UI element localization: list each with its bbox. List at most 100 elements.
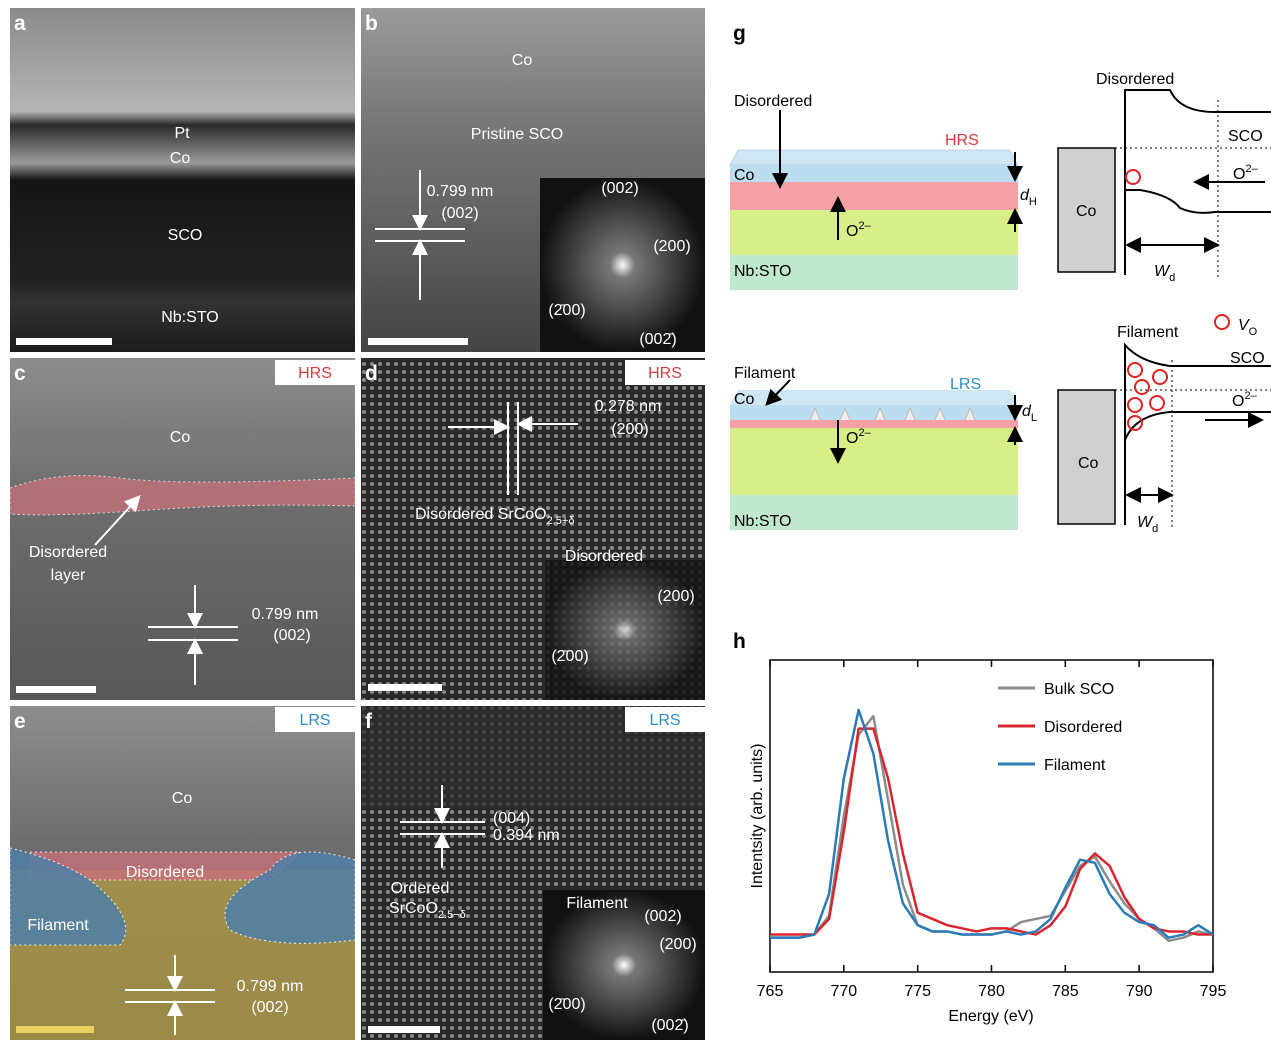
panel-b: b Co Pristine SCO 0.799 nm (002) (002) (… [361,8,705,352]
panel-c: c HRS Co Disordered layer 0.799 nm (002) [10,358,355,700]
layer-label: Co [734,167,755,184]
legend-label: Filament [1044,757,1106,774]
vacancy [1126,170,1140,184]
phase-sub: 2.5−δ [438,909,466,921]
panel-label: e [14,710,26,733]
state: LRS [649,712,680,729]
plane: (002) [441,205,478,222]
ion-sup: 2– [858,427,871,439]
panel-h: h Energy (eV) Intentsity (arb. units) 76… [733,630,1226,1025]
layer-label: SCO [1230,350,1265,367]
x-tick-label: 790 [1126,983,1153,1000]
plane: (200) [611,421,648,438]
fft-label: (2̄00) [551,648,588,665]
annotation: Disordered [734,93,812,110]
fft-label: (002) [601,180,638,197]
scale-bar [16,686,96,693]
ion: O2– [1233,163,1259,183]
phase-sub: 2.5+δ [547,515,575,527]
layer-label: Co [1078,455,1099,472]
ion-sup: 2– [1245,163,1258,175]
panel-label: c [14,362,26,385]
thickness: dH [1020,187,1037,208]
y-axis-label: Intentsity (arb. units) [749,744,766,889]
d-sub: L [1031,412,1037,424]
annotation: Disordered [29,544,107,561]
fft-label: (200) [659,936,696,953]
x-tick-label: 780 [978,983,1005,1000]
plane: (004) [493,810,530,827]
panel-f: f LRS (004) 0.394 nm Ordered SrCoO2.5−δ … [361,706,705,1040]
co-layer [730,405,1018,420]
ion-text: O [846,430,858,447]
disordered-layer [730,420,1018,428]
panel-g: g Disordered HRS Co dH O2– Nb:STO Disord… [730,22,1271,535]
series-line [770,710,1213,938]
panel-label: d [365,362,378,385]
fft-label: (002) [644,908,681,925]
w-sub: d [1169,272,1175,284]
disordered-layer [730,182,1018,210]
layer-label: Co [170,429,191,446]
phase-text: SrCoO [389,900,438,917]
annotation: Filament [734,365,796,382]
x-tick-label: 785 [1052,983,1079,1000]
fft-label: (200) [653,238,690,255]
x-tick-label: 770 [830,983,857,1000]
layer-label: Co [172,790,193,807]
panel-label: g [733,22,746,45]
band-title: Disordered [1096,71,1174,88]
spacing: 0.799 nm [252,606,319,623]
scale-bar [16,338,112,345]
state: LRS [299,712,330,729]
sco-layer [730,210,1018,255]
panel-e: e LRS Co Disordered Filament 0.799 nm (0… [10,706,355,1040]
ion-text: O [1233,166,1245,183]
sco-layer [730,428,1018,495]
vacancies [1128,363,1167,430]
layer-label: Pt [174,125,190,142]
spacing: 0.799 nm [237,978,304,995]
state: LRS [950,376,981,393]
figure: a Pt Co SCO Nb:STO b Co Pristine SCO 0.7… [0,0,1271,1044]
vacancy-legend [1215,315,1229,329]
ion-sup: 2– [1244,390,1257,402]
layer-label: SCO [1228,128,1263,145]
ion: O2– [1232,390,1258,410]
layer-label: Nb:STO [734,263,792,280]
panel-label: a [14,12,26,35]
panel-label: h [733,630,746,653]
annotation: layer [51,567,86,584]
layer-label: SCO [168,227,203,244]
legend-text: VO [1238,317,1258,338]
plot-frame [770,660,1213,972]
state: HRS [648,365,682,382]
layer-label: Pristine SCO [471,126,563,143]
spacing: 0.394 nm [493,827,560,844]
layer-label: Co [734,391,755,408]
micrograph [10,8,355,352]
layer-label: Disordered [126,864,204,881]
phase: Ordered [391,880,450,897]
layer-label: Nb:STO [734,513,792,530]
x-tick-label: 795 [1200,983,1227,1000]
scale-bar [368,338,468,345]
ion-text: O [1232,393,1244,410]
band-edge [1125,412,1271,440]
x-tick-label: 765 [757,983,784,1000]
co-layer [730,165,1018,182]
fft-inset [540,178,705,352]
phase-text: Disordered SrCoO [415,506,547,523]
fft-label: (002̄) [651,1017,688,1034]
band-edge [1125,190,1271,213]
layer-label: Nb:STO [161,309,219,326]
x-tick-label: 775 [904,983,931,1000]
fft-title: Disordered [565,548,643,565]
fft-label: (2̄00) [548,996,585,1013]
spacing: 0.278 nm [595,398,662,415]
scale-bar [16,1026,94,1033]
plane: (002) [273,627,310,644]
slab-top [730,150,1018,165]
v-sub: O [1249,326,1258,338]
layer-label: Co [512,52,533,69]
